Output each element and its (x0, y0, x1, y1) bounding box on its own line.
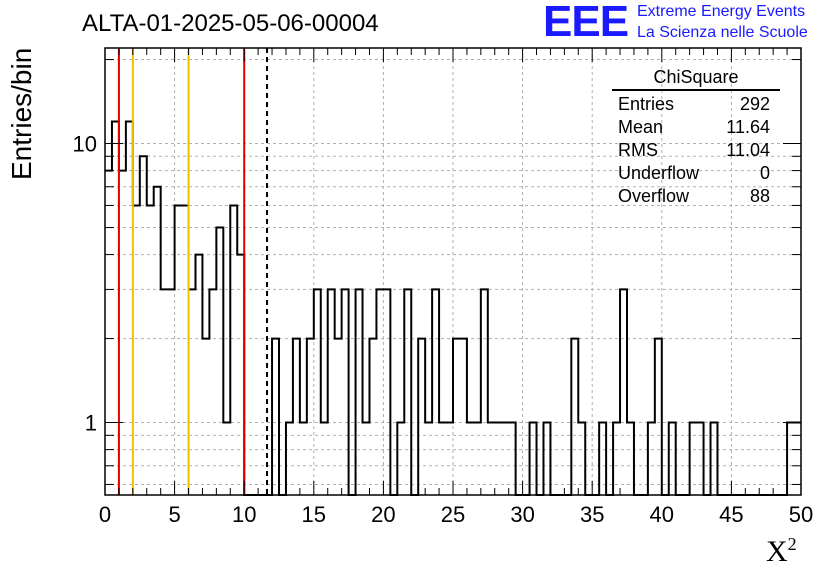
x-axis-label-superscript: 2 (787, 534, 797, 554)
histogram-bar (418, 339, 425, 495)
histogram-bar (314, 289, 321, 495)
x-tick-label: 5 (168, 502, 180, 527)
x-tick-label: 40 (650, 502, 674, 527)
histogram-bar (182, 205, 189, 495)
histogram-outline (105, 120, 801, 496)
x-axis-label: X2 (766, 534, 797, 569)
histogram-bar (168, 289, 175, 495)
stats-value: 0 (759, 163, 770, 183)
histogram-bar (369, 339, 376, 495)
histogram-bar (105, 171, 112, 495)
stats-row-entries: Entries 292 (612, 93, 780, 116)
histogram-bar (175, 205, 182, 495)
histogram-bar (655, 339, 662, 495)
stats-box: ChiSquare Entries 292 Mean 11.64 RMS 11.04 … (612, 66, 780, 208)
stats-row-rms: RMS 11.04 (612, 139, 780, 162)
histogram-bar (119, 171, 126, 495)
histogram-bar (571, 339, 578, 495)
histogram-bar (237, 255, 244, 495)
histogram-bar (133, 205, 140, 495)
stats-row-overflow: Overflow 88 (612, 185, 780, 208)
stats-label: RMS (618, 140, 658, 160)
histogram-bar (307, 339, 314, 495)
chart-title: ALTA-01-2025-05-06-00004 (82, 10, 379, 37)
x-axis-label-base: X (766, 535, 788, 568)
stats-label: Underflow (618, 163, 700, 183)
histogram-bar (209, 289, 216, 495)
histogram-bar (147, 205, 154, 495)
x-tick-label: 20 (371, 502, 395, 527)
histogram-bar (328, 289, 335, 495)
x-tick-label: 0 (99, 502, 111, 527)
histogram-bar (161, 289, 168, 495)
histogram-bar (356, 289, 363, 495)
x-tick-label: 25 (441, 502, 465, 527)
stats-title: ChiSquare (612, 66, 780, 91)
axis-ticks (104, 48, 802, 495)
histogram-bar (481, 289, 488, 495)
histogram-bar (383, 289, 390, 495)
stats-row-underflow: Underflow 0 (612, 162, 780, 185)
histogram-bar (189, 289, 196, 495)
stats-value: 88 (749, 186, 770, 206)
logo-line-1: Extreme Energy Events (637, 3, 806, 20)
x-tick-label: 35 (580, 502, 604, 527)
histogram-bar (140, 156, 147, 495)
histogram-bar (195, 255, 202, 495)
stats-label: Mean (618, 117, 664, 137)
marker-lines (117, 48, 269, 495)
histogram-bar (272, 339, 279, 495)
eee-logo: EEE (543, 0, 629, 46)
x-tick-label: 45 (719, 502, 743, 527)
histogram-bars (105, 120, 801, 496)
stats-value: 11.04 (726, 140, 770, 160)
histogram-bar (216, 228, 223, 495)
y-axis-label: Entries/bin (6, 47, 37, 180)
x-tick-label: 10 (232, 502, 256, 527)
histogram-bar (453, 339, 460, 495)
stats-value: 11.64 (726, 117, 770, 137)
histogram-bar (230, 205, 237, 495)
histogram-bar (293, 339, 300, 495)
x-tick-label: 30 (510, 502, 534, 527)
stats-row-mean: Mean 11.64 (612, 116, 780, 139)
histogram-bar (432, 289, 439, 495)
histogram-bar (342, 289, 349, 495)
histogram-bar (126, 121, 133, 495)
histogram-bar (154, 187, 161, 495)
x-tick-label: 50 (789, 502, 813, 527)
stats-label: Entries (618, 94, 675, 114)
histogram-bar (460, 339, 467, 495)
tick-labels: 0 5 10 15 20 25 30 35 40 45 50 1 10 (73, 132, 814, 527)
histogram-bar (404, 289, 411, 495)
y-tick-label: 1 (85, 411, 97, 436)
logo-line-2: La Scienza nelle Scuole (637, 24, 808, 41)
histogram-bar (112, 121, 119, 495)
histogram-bar (202, 339, 209, 495)
histogram-bar (376, 289, 383, 495)
stats-value: 292 (739, 94, 770, 114)
histogram-bar (335, 339, 342, 495)
y-tick-label: 10 (73, 132, 97, 157)
stats-label: Overflow (618, 186, 690, 206)
histogram-bar (620, 289, 627, 495)
x-tick-label: 15 (302, 502, 326, 527)
